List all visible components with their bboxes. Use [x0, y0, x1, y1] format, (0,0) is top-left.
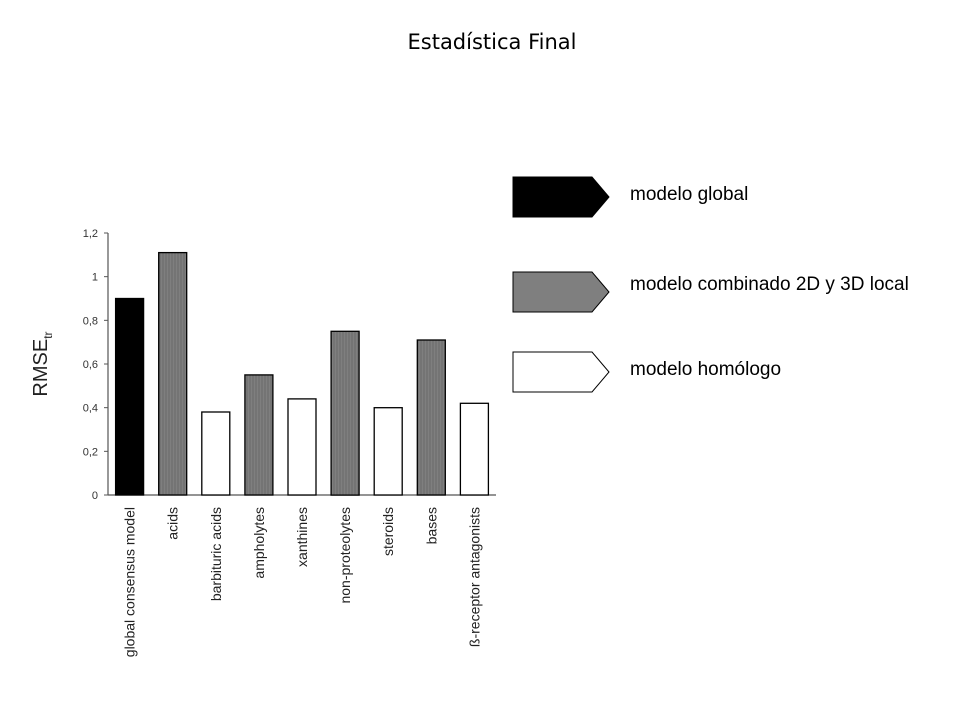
bar-3: [244, 374, 274, 496]
chart-root: 0 0,2 0,4 0,6 0,8 1 1,2 RMSEtr global consensus …: [30, 228, 496, 657]
legend-item-combined: modelo combinado 2D y 3D local: [512, 271, 952, 341]
legend-item-homologous: modelo homólogo: [512, 351, 952, 397]
y-tick-label: 0: [92, 490, 98, 502]
y-tick-label: 0,4: [83, 403, 98, 415]
x-tick-label: global consensus model: [122, 507, 138, 657]
legend-swatch-homologous: [512, 351, 610, 393]
y-axis-label-subscript: tr: [41, 331, 55, 338]
y-tick-label: 0,8: [83, 315, 98, 327]
bar-6: [373, 407, 403, 496]
y-tick-label: 1: [92, 272, 98, 284]
bar-5: [330, 330, 360, 496]
legend-item-global: modelo global: [512, 176, 952, 222]
slide-title: Estadística Final: [407, 30, 577, 54]
legend-swatch-global: [512, 176, 610, 218]
bar-2: [201, 411, 231, 496]
bar-0: [114, 297, 145, 496]
legend-label-global: modelo global: [630, 184, 749, 205]
bar-4: [287, 398, 317, 496]
legend-label-combined: modelo combinado 2D y 3D local: [630, 274, 909, 295]
bar-1: [158, 251, 188, 496]
x-tick-label: non-proteolytes: [337, 507, 353, 604]
legend-label-homologous: modelo homólogo: [630, 359, 782, 380]
y-tick-label: 0,6: [83, 359, 98, 371]
bar-7: [416, 339, 446, 496]
x-tick-label: barbituric acids: [208, 507, 224, 601]
x-tick-label: steroids: [380, 507, 396, 556]
y-tick-label: 0,2: [83, 446, 98, 458]
y-tick-label: 1,2: [83, 228, 98, 240]
bar-8: [459, 402, 490, 496]
x-tick-label: bases: [423, 507, 439, 544]
x-tick-label: ampholytes: [251, 507, 267, 579]
legend-swatch-combined: [512, 271, 610, 313]
x-tick-label: acids: [165, 507, 181, 540]
x-tick-label: xanthines: [294, 507, 310, 567]
bar-chart: 0 0,2 0,4 0,6 0,8 1 1,2 RMSEtr global consensus …: [30, 228, 496, 657]
x-tick-label: ß-receptor antagonists: [466, 507, 482, 647]
y-axis-label: RMSEtr: [30, 331, 55, 396]
y-axis-label-main: RMSE: [30, 339, 52, 397]
